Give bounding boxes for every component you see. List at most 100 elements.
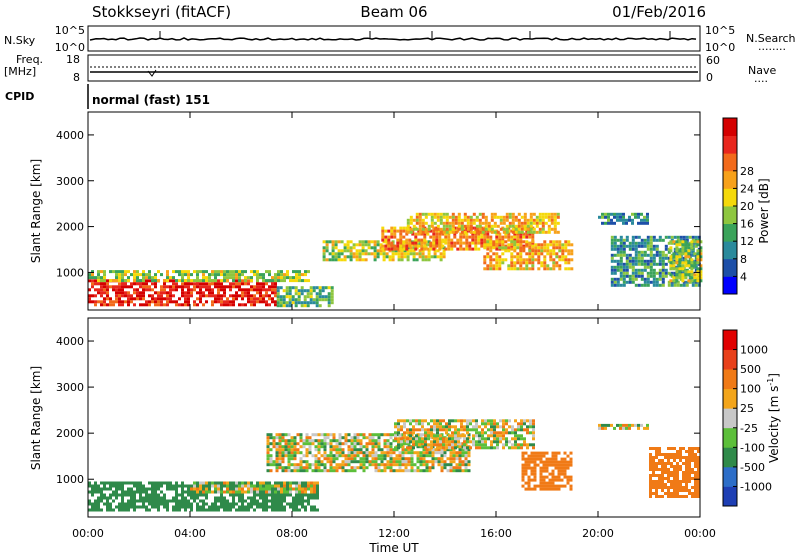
velocity-cell-2	[449, 469, 453, 473]
power-cell-5	[433, 212, 437, 216]
power-cell-4	[513, 238, 517, 242]
velocity-cell-0	[136, 484, 139, 488]
power-cell-0	[259, 291, 262, 295]
velocity-cell-0	[184, 484, 187, 488]
velocity-cell-4	[563, 451, 567, 455]
power-cell-0	[271, 288, 274, 292]
velocity-cell-3	[520, 422, 523, 426]
power-cell-4	[387, 229, 391, 233]
power-cell-1	[277, 276, 280, 280]
velocity-cell-6	[676, 486, 679, 489]
velocity-cell-3	[403, 431, 406, 435]
power-cell-4	[486, 235, 490, 239]
velocity-cell-2	[416, 451, 420, 455]
power-cell-9	[684, 240, 688, 244]
velocity-cell-6	[676, 483, 679, 486]
velocity-cell-0	[316, 490, 319, 494]
velocity-cell-4	[557, 460, 561, 464]
velocity-cell-0	[97, 508, 100, 512]
power-cell-4	[414, 238, 418, 242]
power-cell-1	[298, 273, 301, 277]
power-cell-8	[637, 241, 641, 245]
power-cell-4	[393, 235, 397, 239]
power-cell-6	[498, 246, 502, 250]
velocity-cell-6	[661, 480, 664, 483]
power-cell-8	[634, 250, 638, 254]
velocity-cell-2	[311, 433, 315, 437]
power-cell-3	[331, 258, 335, 262]
velocity-cell-0	[115, 487, 118, 491]
power-cell-3	[334, 243, 338, 247]
power-cell-5	[406, 227, 410, 231]
velocity-cell-4	[542, 481, 546, 485]
power-colorbar-swatch-4	[723, 206, 737, 224]
power-cell-5	[532, 230, 536, 234]
velocity-cell-2	[305, 451, 309, 455]
power-cell-6	[510, 255, 514, 259]
velocity-cell-1	[304, 490, 307, 494]
velocity-cell-6	[667, 486, 670, 489]
velocity-cell-2	[362, 433, 366, 437]
velocity-cell-0	[112, 481, 115, 485]
power-cell-9	[687, 273, 691, 277]
velocity-cell-6	[667, 453, 670, 456]
velocity-cell-6	[649, 483, 652, 486]
power-cell-6	[531, 258, 535, 262]
power-cell-0	[217, 279, 220, 283]
power-cell-1	[268, 279, 271, 283]
power-cell-0	[154, 300, 157, 304]
velocity-cell-6	[649, 447, 652, 450]
velocity-cell-2	[377, 457, 381, 461]
power-cell-8	[673, 235, 677, 239]
power-cell-5	[454, 230, 458, 234]
velocity-cell-4	[554, 478, 558, 482]
power-cell-2	[303, 289, 307, 293]
velocity-cell-2	[353, 460, 357, 464]
power-cell-5	[493, 215, 497, 219]
velocity-cell-3	[409, 446, 412, 450]
velocity-cell-0	[163, 502, 166, 506]
velocity-cell-2	[392, 469, 396, 473]
velocity-ytick-label-3: 4000	[56, 335, 84, 348]
velocity-cell-6	[691, 495, 694, 498]
power-cell-9	[696, 261, 700, 265]
power-cell-0	[139, 282, 142, 286]
power-cell-7	[625, 221, 628, 225]
velocity-cell-2	[341, 448, 345, 452]
power-cell-3	[331, 246, 335, 250]
power-cell-5	[409, 218, 413, 222]
velocity-cell-3	[427, 434, 430, 438]
power-cell-3	[340, 249, 344, 253]
power-cell-0	[106, 303, 109, 307]
power-cell-4	[507, 232, 511, 236]
velocity-cell-4	[533, 478, 537, 482]
velocity-cell-4	[545, 475, 549, 479]
power-cell-8	[646, 277, 650, 281]
velocity-cell-0	[277, 499, 280, 503]
velocity-cell-1	[265, 487, 268, 491]
power-cell-2	[300, 286, 304, 290]
velocity-cell-3	[520, 446, 523, 450]
power-cell-1	[97, 276, 100, 280]
power-cell-6	[495, 243, 499, 247]
velocity-cell-0	[214, 508, 217, 512]
velocity-cell-3	[532, 422, 535, 426]
velocity-cell-0	[292, 499, 295, 503]
power-cell-4	[402, 244, 406, 248]
velocity-cell-6	[682, 477, 685, 480]
power-cell-5	[475, 230, 479, 234]
velocity-cell-2	[404, 460, 408, 464]
velocity-cell-3	[505, 431, 508, 435]
velocity-cell-0	[136, 499, 139, 503]
velocity-cell-0	[289, 505, 292, 509]
power-cell-5	[442, 224, 446, 228]
power-cell-5	[460, 230, 464, 234]
power-cell-0	[178, 285, 181, 289]
velocity-cell-2	[287, 433, 291, 437]
velocity-cell-0	[145, 496, 148, 500]
power-cell-6	[570, 243, 574, 247]
velocity-cell-3	[448, 437, 451, 441]
power-cell-2	[297, 295, 301, 299]
velocity-cell-4	[539, 454, 543, 458]
velocity-cell-0	[238, 493, 241, 497]
